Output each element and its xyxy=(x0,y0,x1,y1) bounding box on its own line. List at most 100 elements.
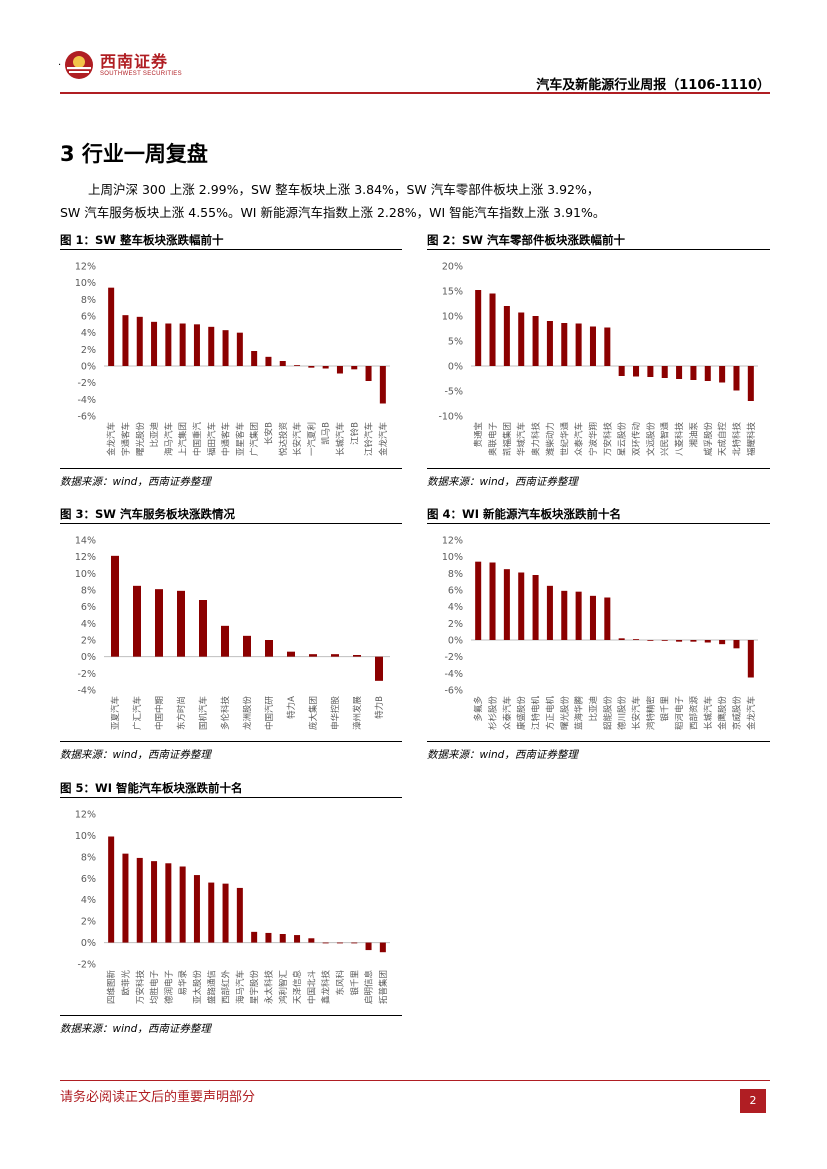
bar xyxy=(618,366,625,376)
category-label: 四维图新 xyxy=(106,970,117,1005)
bar xyxy=(309,654,317,657)
bar xyxy=(336,366,343,374)
logo-sun-icon xyxy=(65,51,93,79)
bar xyxy=(661,366,668,378)
bar xyxy=(604,327,611,366)
bar xyxy=(193,875,200,943)
category-label: 亚夏汽车 xyxy=(110,696,121,730)
y-tick-label: 8% xyxy=(81,852,96,863)
bar xyxy=(365,366,372,381)
category-label: 长安汽车 xyxy=(292,422,303,456)
y-tick-label: 2% xyxy=(81,345,96,356)
y-tick-label: 10% xyxy=(75,569,96,580)
bar xyxy=(287,651,295,657)
y-tick-label: 20% xyxy=(442,262,463,273)
bar xyxy=(193,324,200,366)
y-tick-label: 12% xyxy=(75,810,96,821)
y-tick-label: 0% xyxy=(81,652,96,663)
bar xyxy=(589,326,596,366)
figure-2-chart: -10% -5% 0% 5% 10% 15% 20% 贵通宝 奥联电子 凯福集团 华域汽车 奥力科技潍… xyxy=(438,262,758,457)
category-label: 杉杉股份 xyxy=(488,696,499,731)
category-label: 奥力科技 xyxy=(531,422,542,457)
page-header: 西南证券 SOUTHWEST SECURITIES 汽车及新能源行业周报（110… xyxy=(60,44,770,94)
bar xyxy=(136,857,143,943)
y-tick-label: 6% xyxy=(448,586,463,597)
category-label: 双环传动 xyxy=(631,422,642,457)
y-tick-label: 8% xyxy=(81,295,96,306)
category-label: 宇通客车 xyxy=(120,422,131,456)
y-tick-label: 8% xyxy=(81,586,96,597)
bar xyxy=(633,366,640,377)
bar xyxy=(208,882,215,943)
category-label: 贵通宝 xyxy=(473,422,484,448)
category-label: 庞大集团 xyxy=(308,696,319,730)
category-label: 特力B xyxy=(374,696,385,719)
category-label: 广汽集团 xyxy=(249,422,260,456)
y-tick-label: 5% xyxy=(448,337,463,348)
category-label: 万安科技 xyxy=(602,422,613,457)
category-label: 长城汽车 xyxy=(335,422,346,456)
report-title: 汽车及新能源行业周报（1106-1110） xyxy=(536,78,770,93)
y-tick-label: -2% xyxy=(78,960,97,971)
category-label: 永太科技 xyxy=(263,970,274,1005)
figure-2-source: 数据来源：wind，西南证券整理 xyxy=(427,476,578,488)
category-label: 星云股份 xyxy=(617,422,628,457)
bar xyxy=(518,572,525,640)
bar xyxy=(251,351,258,366)
y-tick-label: 6% xyxy=(81,312,96,323)
category-label: 福耀科技 xyxy=(746,422,757,457)
category-label: 德川股份 xyxy=(617,696,628,731)
bar xyxy=(279,934,286,943)
figure-5-bottom-rule xyxy=(60,1015,402,1016)
y-tick-label: 2% xyxy=(448,619,463,630)
y-tick-label: 12% xyxy=(75,262,96,273)
bar xyxy=(503,569,510,640)
category-label: 天泽信息 xyxy=(292,970,303,1005)
category-label: 易华录 xyxy=(178,970,189,996)
y-tick-label: 10% xyxy=(442,312,463,323)
bar xyxy=(604,597,611,640)
bar xyxy=(704,366,711,381)
y-tick-label: 6% xyxy=(81,874,96,885)
category-label: 天成自控 xyxy=(717,422,728,457)
figure-4-title: 图 4：WI 新能源汽车板块涨跌前十名 xyxy=(427,507,621,521)
category-label: 国机汽车 xyxy=(198,696,209,730)
category-label: 欧菲光 xyxy=(120,970,131,996)
bar xyxy=(222,883,229,943)
category-label: 八菱科技 xyxy=(674,422,685,457)
bar xyxy=(475,561,482,640)
bar xyxy=(243,635,251,657)
figure-2-top-rule xyxy=(427,249,770,250)
bar xyxy=(733,366,740,391)
y-tick-label: 8% xyxy=(448,569,463,580)
figure-3-top-rule xyxy=(60,523,402,524)
y-tick-label: 4% xyxy=(81,328,96,339)
y-tick-label: -2% xyxy=(78,669,97,680)
bar xyxy=(179,866,186,943)
category-label: 中国北斗 xyxy=(306,970,317,1005)
category-label: 方正电机 xyxy=(545,696,556,731)
category-label: 德润电子 xyxy=(163,970,174,1005)
bar xyxy=(199,600,207,657)
bar xyxy=(704,640,711,643)
bar xyxy=(475,290,482,366)
category-label: 海马汽车 xyxy=(163,422,174,456)
bar xyxy=(221,625,229,657)
bar xyxy=(719,640,726,645)
figure-5-source: 数据来源：wind，西南证券整理 xyxy=(60,1023,211,1035)
figure-5-title: 图 5：WI 智能汽车板块涨跌前十名 xyxy=(60,781,243,795)
bar xyxy=(179,323,186,366)
bar xyxy=(575,591,582,640)
bar xyxy=(561,590,568,640)
bar xyxy=(589,595,596,640)
bar xyxy=(236,887,243,943)
logo-name-en: SOUTHWEST SECURITIES xyxy=(100,71,182,77)
bar xyxy=(265,356,272,366)
y-tick-label: 10% xyxy=(75,278,96,289)
bar xyxy=(136,316,143,366)
figure-5-chart: -2% 0% 2% 4% 6% 8% 10% 12% 四维图新 欧菲光 万安科技 均胜电子 德润电子 易华… xyxy=(75,810,390,1005)
category-label: 江铃B xyxy=(349,422,360,445)
category-label: 凯福集团 xyxy=(502,422,513,456)
category-label: 西部红外 xyxy=(221,970,232,1005)
category-label: 广汇汽车 xyxy=(132,696,143,730)
